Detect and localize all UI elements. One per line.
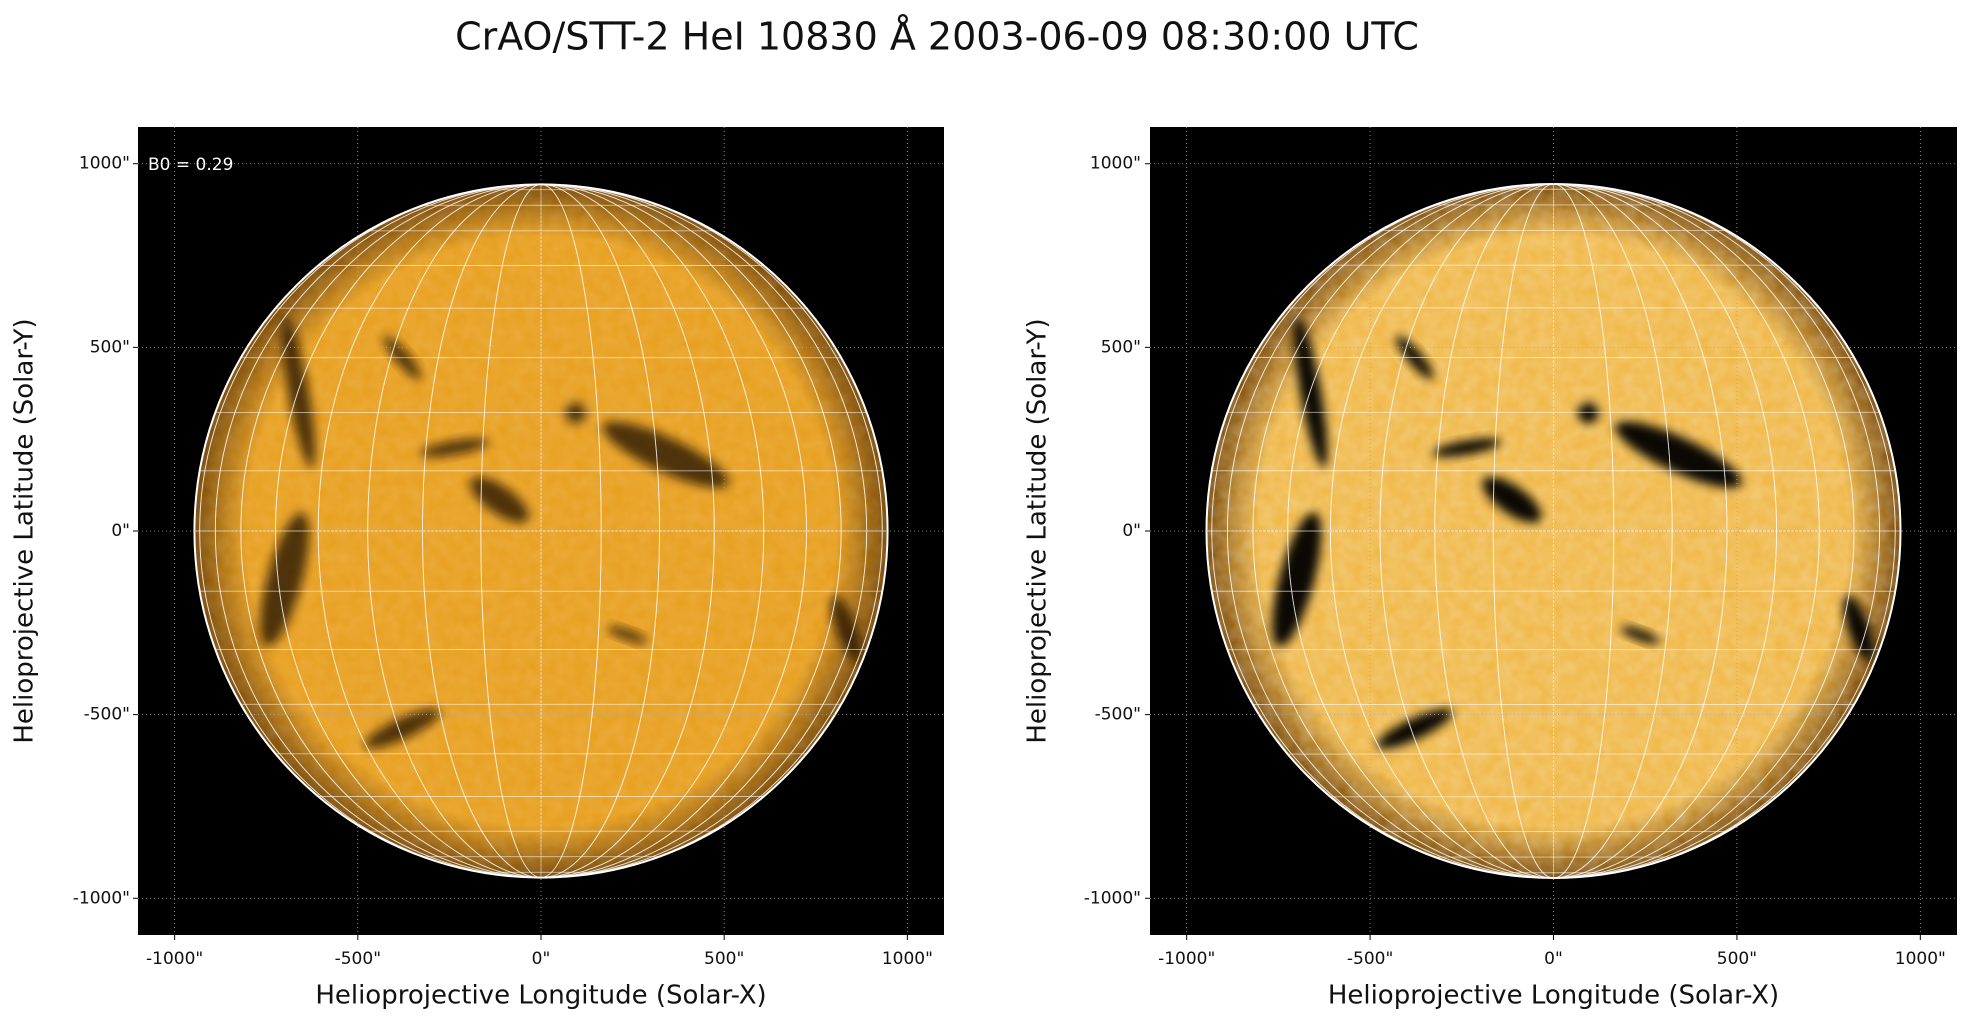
y-axis-label: Helioprojective Latitude (Solar-Y) xyxy=(1023,318,1053,743)
panel: -1000" -500" 0" 500" 1000" -1000" -500" 0" 500" 1… xyxy=(10,127,944,1011)
y-axis-label: Helioprojective Latitude (Solar-Y) xyxy=(10,318,40,743)
filament xyxy=(1615,421,1742,488)
panel: -1000" -500" 0" 500" 1000" -1000" -500" 0" 500" 1… xyxy=(1023,127,1957,1011)
filament xyxy=(1577,402,1599,424)
y-tick-label: -1000" xyxy=(1084,888,1141,908)
y-tick-label: 500" xyxy=(90,337,130,357)
filament xyxy=(364,708,441,749)
meridian xyxy=(1287,183,1820,879)
x-tick-label: -1000" xyxy=(146,949,203,969)
y-tick-label: 1000" xyxy=(79,154,130,174)
filament xyxy=(1293,316,1328,468)
meridian xyxy=(1211,183,1896,879)
x-tick-label: -500" xyxy=(335,949,381,969)
filament xyxy=(565,402,587,424)
y-tick-label: -500" xyxy=(1095,705,1141,725)
meridian xyxy=(240,184,842,878)
y-tick-label: -1000" xyxy=(73,888,130,908)
filament xyxy=(1272,512,1322,647)
x-axis-label: Helioprojective Longitude (Solar-X) xyxy=(315,981,766,1011)
y-tick-label: -500" xyxy=(84,705,130,725)
x-tick-label: 0" xyxy=(1544,949,1563,969)
x-tick-label: 500" xyxy=(1717,949,1757,969)
meridian xyxy=(1226,183,1881,879)
figure-title: CrAO/STT-2 HeI 10830 Å 2003-06-09 08:30:… xyxy=(455,15,1419,59)
x-tick-label: 0" xyxy=(532,949,551,969)
filament xyxy=(281,317,316,468)
y-tick-label: 1000" xyxy=(1090,154,1141,174)
filament xyxy=(602,421,730,488)
filament xyxy=(1620,626,1660,644)
y-tick-label: 0" xyxy=(1122,521,1141,541)
meridian xyxy=(1379,183,1728,879)
x-tick-label: 1000" xyxy=(882,949,933,969)
filament xyxy=(608,626,648,644)
x-tick-label: -500" xyxy=(1347,949,1393,969)
meridian xyxy=(480,184,602,878)
annotation: B0 = 0.29 xyxy=(148,155,233,175)
filament xyxy=(1432,438,1501,457)
y-tick-label: 500" xyxy=(1101,337,1141,357)
x-tick-label: 500" xyxy=(704,949,744,969)
filament xyxy=(1482,476,1542,523)
y-tick-label: 0" xyxy=(111,521,130,541)
filament xyxy=(830,595,862,661)
meridian xyxy=(1492,183,1615,879)
filament xyxy=(1843,595,1875,661)
filament xyxy=(1376,708,1453,749)
filament xyxy=(420,438,489,457)
filament xyxy=(469,476,529,523)
x-tick-label: 1000" xyxy=(1895,949,1946,969)
x-tick-label: -1000" xyxy=(1158,949,1215,969)
filament xyxy=(259,512,310,647)
x-axis-label: Helioprojective Longitude (Solar-X) xyxy=(1328,981,1779,1011)
